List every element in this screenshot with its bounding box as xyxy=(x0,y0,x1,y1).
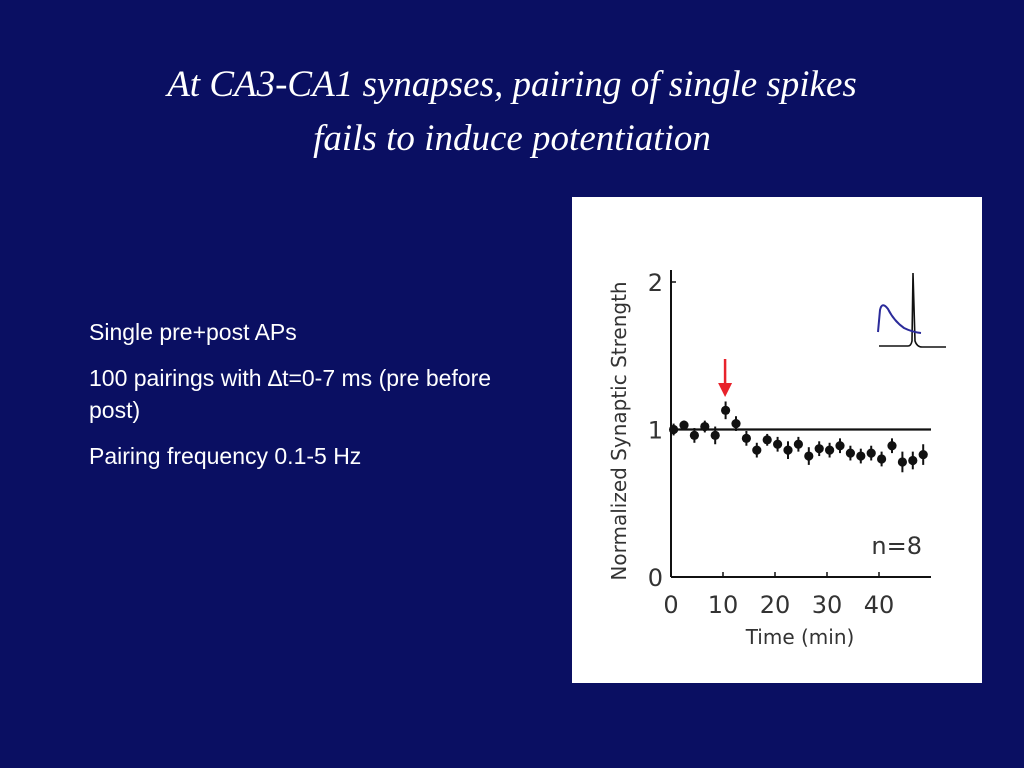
epsp-trace xyxy=(877,304,922,334)
data-point xyxy=(877,454,887,464)
tick-labels: 0 10 20 30 40 0 1 2 xyxy=(648,269,895,619)
data-point xyxy=(669,424,679,435)
data-points xyxy=(669,401,928,473)
data-point xyxy=(679,420,689,430)
data-point xyxy=(721,405,731,415)
x-tick-label: 20 xyxy=(760,591,791,619)
data-point xyxy=(804,451,814,461)
data-point xyxy=(783,445,793,455)
n-annotation: n=8 xyxy=(871,532,922,560)
x-axis-label: Time (min) xyxy=(745,625,855,649)
inset-trace xyxy=(877,272,946,348)
spike-trace xyxy=(879,272,946,348)
data-point xyxy=(793,439,803,449)
data-point xyxy=(773,439,783,449)
x-tick-label: 30 xyxy=(812,591,843,619)
y-tick-label: 2 xyxy=(648,269,663,297)
data-point xyxy=(752,445,762,455)
data-point xyxy=(825,445,835,455)
arrow-head xyxy=(718,383,733,397)
data-point xyxy=(866,448,876,458)
data-point xyxy=(814,444,824,454)
pairing-arrow xyxy=(718,359,733,397)
data-point xyxy=(887,441,897,451)
data-point xyxy=(918,449,928,460)
data-point xyxy=(845,448,855,458)
bullet-item: 100 pairings with ∆t=0-7 ms (pre before … xyxy=(89,365,492,423)
x-tick-label: 0 xyxy=(663,591,678,619)
data-point xyxy=(856,451,866,461)
figure-panel: Normalized Synaptic Strength Time (min) … xyxy=(572,197,982,683)
slide-title-line-1: At CA3-CA1 synapses, pairing of single s… xyxy=(167,64,857,105)
slide-title: At CA3-CA1 synapses, pairing of single s… xyxy=(40,58,984,166)
x-tick-label: 10 xyxy=(708,591,739,619)
data-point xyxy=(700,421,710,432)
bullet-list: Single pre+post APs 100 pairings with ∆t… xyxy=(89,316,529,486)
bullet-item: Pairing frequency 0.1-5 Hz xyxy=(89,443,362,469)
data-point xyxy=(741,433,751,443)
y-axis-label: Normalized Synaptic Strength xyxy=(607,281,631,580)
synaptic-strength-chart: Normalized Synaptic Strength Time (min) … xyxy=(607,269,946,649)
x-tick-label: 40 xyxy=(864,591,895,619)
data-point xyxy=(908,455,918,466)
bullet-item: Single pre+post APs xyxy=(89,319,297,345)
data-point xyxy=(689,430,699,440)
data-point xyxy=(835,441,845,451)
slide-title-line-2: fails to induce potentiation xyxy=(313,118,711,159)
y-tick-label: 0 xyxy=(648,564,663,592)
data-point xyxy=(897,457,907,467)
data-point xyxy=(710,430,720,440)
data-point xyxy=(762,435,772,445)
data-point xyxy=(731,419,741,429)
y-tick-label: 1 xyxy=(648,417,663,445)
